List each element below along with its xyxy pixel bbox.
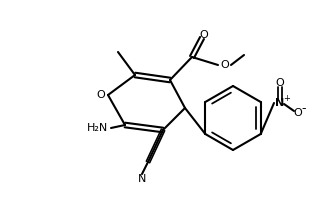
Text: -: -: [302, 102, 306, 116]
Text: O: O: [97, 90, 105, 100]
Text: O: O: [200, 30, 208, 40]
Text: O: O: [294, 108, 302, 118]
Text: H₂N: H₂N: [86, 123, 108, 133]
Text: +: +: [284, 94, 290, 102]
Text: N: N: [138, 174, 146, 184]
Text: O: O: [275, 78, 284, 88]
Text: N: N: [275, 98, 285, 108]
Text: O: O: [221, 60, 229, 70]
